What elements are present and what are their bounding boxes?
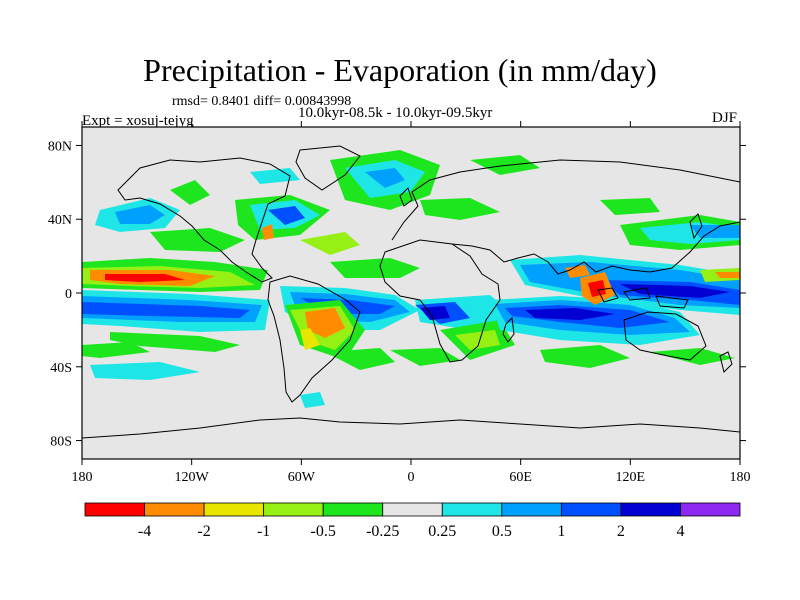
field-region <box>90 362 200 380</box>
field-region <box>150 228 245 252</box>
lat-tick-label: 0 <box>65 287 72 302</box>
field-region <box>600 198 660 215</box>
coastlines <box>82 145 740 439</box>
colorbar: -4 -2 -1 -0.5 -0.25 0.25 0.5 1 2 4 <box>84 502 741 540</box>
field-region <box>588 280 606 297</box>
lon-tick-label: 0 <box>408 470 415 485</box>
field-region <box>105 274 185 282</box>
field-region <box>115 205 165 224</box>
colorbar-swatch <box>620 502 681 517</box>
colorbar-swatch <box>680 502 741 517</box>
field-region <box>715 272 740 278</box>
field-region <box>330 258 420 278</box>
latitude-axis: 80N 40N 0 40S 80S <box>48 139 746 450</box>
lat-tick-label: 80N <box>48 139 72 154</box>
colorbar-swatch <box>560 502 622 517</box>
field-region <box>300 328 320 350</box>
colorbar-swatch <box>263 502 324 517</box>
field-region <box>300 392 325 408</box>
colorbar-label: -2 <box>197 523 210 540</box>
map-panel: 80N 40N 0 40S 80S 180 120W 60W 0 60E 120E 180 <box>48 121 751 485</box>
lat-tick-label: 80S <box>50 435 72 450</box>
field-region <box>262 224 274 240</box>
field-region <box>540 345 630 368</box>
period-label: 10.0kyr-08.5k - 10.0kyr-09.5kyr <box>298 105 493 121</box>
colorbar-swatch <box>501 502 562 517</box>
coastline-uk <box>399 187 413 207</box>
field-region <box>650 348 735 365</box>
coastline-africa <box>379 239 501 363</box>
field-region <box>300 232 360 255</box>
field-region <box>365 168 405 188</box>
field-region <box>110 332 240 352</box>
coastline-south-america <box>267 275 361 403</box>
colorbar-label: 4 <box>676 523 684 540</box>
coastline-eurasia <box>391 159 740 275</box>
field-region <box>390 348 460 366</box>
lat-tick-label: 40S <box>50 361 72 376</box>
colorbar-swatch <box>84 502 145 517</box>
colorbar-label: 0.25 <box>428 523 456 540</box>
experiment-label: Expt = xosuj-tejyg <box>82 113 194 129</box>
lat-tick-label: 40N <box>48 213 72 228</box>
lon-tick-label: 60W <box>288 470 316 485</box>
lon-tick-label: 120E <box>616 470 646 485</box>
field-region <box>170 180 210 205</box>
colorbar-swatch <box>382 502 443 517</box>
field-region <box>305 308 345 338</box>
lon-tick-label: 180 <box>72 470 93 485</box>
colorbar-swatch <box>441 502 503 517</box>
field-region <box>620 284 730 298</box>
field-region <box>455 330 500 350</box>
colorbar-label: -0.25 <box>366 523 399 540</box>
colorbar-label: 2 <box>617 523 625 540</box>
colorbar-label: 1 <box>557 523 565 540</box>
colorbar-swatch <box>322 502 384 517</box>
stats-text: rmsd= 0.8401 diff= 0.00843998 <box>172 94 352 109</box>
colorbar-label: -1 <box>257 523 270 540</box>
colorbar-label: -0.5 <box>311 523 336 540</box>
field-region <box>525 308 615 320</box>
field-region <box>420 198 500 220</box>
colorbar-swatch <box>203 502 265 517</box>
coastline-antarctica <box>82 417 740 439</box>
field-region <box>82 342 150 358</box>
chart-title: Precipitation - Evaporation (in mm/day) <box>143 52 657 88</box>
lon-tick-label: 60E <box>509 470 532 485</box>
field-region <box>690 225 740 238</box>
coastline-japan <box>689 213 703 240</box>
season-label: DJF <box>712 110 738 126</box>
field-region <box>565 265 590 278</box>
longitude-axis: 180 120W 60W 0 60E 120E 180 <box>72 121 751 485</box>
lon-tick-label: 120W <box>175 470 210 485</box>
coastline-madagascar <box>502 316 515 343</box>
field-region <box>82 302 250 318</box>
field-region <box>250 168 300 184</box>
colorbar-label: -4 <box>138 523 151 540</box>
colorbar-label: 0.5 <box>492 523 512 540</box>
coastline-new-zealand <box>719 351 733 373</box>
coastline-maritime <box>597 287 689 309</box>
coastline-greenland <box>295 145 361 191</box>
field-region <box>325 348 395 370</box>
colorbar-swatch <box>144 502 205 517</box>
coastline-north-america <box>117 157 291 283</box>
lon-tick-label: 180 <box>730 470 751 485</box>
field-region <box>268 206 305 225</box>
coastline-australia <box>623 311 707 361</box>
